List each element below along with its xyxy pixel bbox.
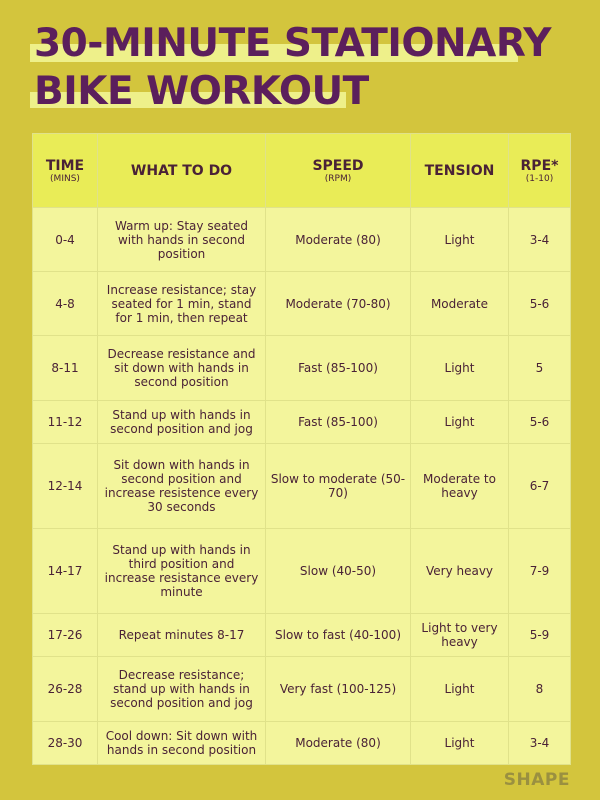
- table-row: 12-14 Sit down with hands in second posit…: [32, 442, 571, 530]
- cell-speed: Slow to fast (40-100): [265, 613, 411, 658]
- cell-tension: Light: [410, 335, 509, 401]
- page-title-line-1: 30-MINUTE STATIONARY: [34, 21, 551, 66]
- cell-speed: Fast (85-100): [265, 399, 411, 444]
- column-header-what-to-do: WHAT TO DO: [97, 133, 266, 208]
- cell-time: 4-8: [32, 271, 98, 337]
- column-header-rpe: RPE* (1-10): [508, 133, 571, 208]
- cell-speed: Fast (85-100): [265, 335, 411, 401]
- cell-time: 8-11: [32, 335, 98, 401]
- header-label: SPEED: [312, 157, 364, 174]
- column-header-time: TIME (MINS): [32, 133, 98, 208]
- table-row: 8-11 Decrease resistance and sit down wit…: [32, 335, 571, 401]
- cell-time: 12-14: [32, 442, 98, 530]
- cell-what-to-do: Decrease resistance; stand up with hands…: [97, 656, 266, 722]
- workout-table: TIME (MINS) WHAT TO DO SPEED (RPM) TENSION RPE…: [32, 133, 571, 766]
- cell-tension: Light: [410, 206, 509, 273]
- header-label: TENSION: [424, 162, 495, 179]
- table-row: 14-17 Stand up with hands in third positi…: [32, 528, 571, 615]
- cell-rpe: 5: [508, 335, 571, 401]
- cell-time: 26-28: [32, 656, 98, 722]
- cell-tension: Light to very heavy: [410, 613, 509, 658]
- header-unit: (RPM): [324, 173, 352, 184]
- header-label: WHAT TO DO: [130, 162, 233, 179]
- cell-rpe: 5-6: [508, 271, 571, 337]
- cell-what-to-do: Stand up with hands in second position a…: [97, 399, 266, 444]
- table-row: 28-30 Cool down: Sit down with hands in s…: [32, 720, 571, 766]
- table-row: 26-28 Decrease resistance; stand up with …: [32, 656, 571, 722]
- cell-speed: Moderate (80): [265, 206, 411, 273]
- cell-tension: Light: [410, 399, 509, 444]
- cell-tension: Moderate: [410, 271, 509, 337]
- cell-speed: Very fast (100-125): [265, 656, 411, 722]
- cell-what-to-do: Sit down with hands in second position a…: [97, 442, 266, 530]
- cell-what-to-do: Cool down: Sit down with hands in second…: [97, 720, 266, 766]
- cell-rpe: 8: [508, 656, 571, 722]
- brand-logo: SHAPE: [503, 770, 570, 790]
- cell-what-to-do: Increase resistance; stay seated for 1 m…: [97, 271, 266, 337]
- cell-time: 28-30: [32, 720, 98, 766]
- cell-speed: Slow (40-50): [265, 528, 411, 615]
- title-highlight: [30, 44, 518, 62]
- cell-speed: Moderate (70-80): [265, 271, 411, 337]
- column-header-tension: TENSION: [410, 133, 509, 208]
- cell-tension: Light: [410, 720, 509, 766]
- table-header-row: TIME (MINS) WHAT TO DO SPEED (RPM) TENSION RPE…: [32, 133, 571, 208]
- cell-what-to-do: Repeat minutes 8-17: [97, 613, 266, 658]
- header-label: TIME: [45, 157, 85, 174]
- cell-what-to-do: Decrease resistance and sit down with ha…: [97, 335, 266, 401]
- cell-rpe: 3-4: [508, 206, 571, 273]
- cell-time: 11-12: [32, 399, 98, 444]
- table-row: 17-26 Repeat minutes 8-17 Slow to fast (40…: [32, 613, 571, 658]
- column-header-speed: SPEED (RPM): [265, 133, 411, 208]
- cell-tension: Light: [410, 656, 509, 722]
- cell-rpe: 3-4: [508, 720, 571, 766]
- cell-rpe: 5-6: [508, 399, 571, 444]
- cell-speed: Moderate (80): [265, 720, 411, 766]
- cell-time: 17-26: [32, 613, 98, 658]
- table-row: 4-8 Increase resistance; stay seated for …: [32, 271, 571, 337]
- header-label: RPE*: [520, 157, 559, 174]
- cell-time: 14-17: [32, 528, 98, 615]
- header-unit: (1-10): [525, 173, 554, 184]
- title-highlight: [30, 92, 346, 108]
- cell-rpe: 6-7: [508, 442, 571, 530]
- cell-time: 0-4: [32, 206, 98, 273]
- cell-tension: Very heavy: [410, 528, 509, 615]
- header-unit: (MINS): [50, 173, 80, 184]
- cell-what-to-do: Stand up with hands in third position an…: [97, 528, 266, 615]
- page-title-line-2: BIKE WORKOUT: [34, 69, 369, 114]
- cell-what-to-do: Warm up: Stay seated with hands in secon…: [97, 206, 266, 273]
- table-row: 0-4 Warm up: Stay seated with hands in se…: [32, 206, 571, 273]
- table-row: 11-12 Stand up with hands in second posit…: [32, 399, 571, 444]
- cell-tension: Moderate to heavy: [410, 442, 509, 530]
- cell-rpe: 7-9: [508, 528, 571, 615]
- cell-speed: Slow to moderate (50-70): [265, 442, 411, 530]
- cell-rpe: 5-9: [508, 613, 571, 658]
